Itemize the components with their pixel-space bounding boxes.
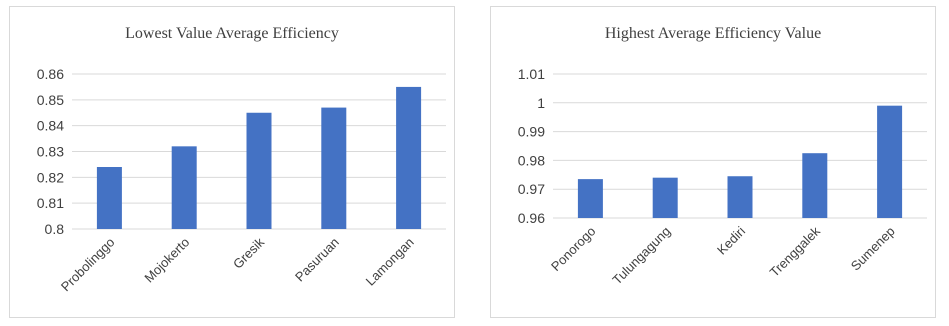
- chart-panel-lowest: Lowest Value Average Efficiency 0.8 0.81 0…: [9, 6, 455, 318]
- y-tick-label: 0.99: [518, 124, 545, 140]
- x-category-label: Mojokerto: [141, 235, 192, 286]
- y-tick-label: 0.81: [37, 195, 64, 211]
- y-tick-label: 0.82: [37, 169, 64, 185]
- x-category-label: Pasuruan: [292, 235, 342, 285]
- x-category-label: Trenggalek: [767, 223, 824, 280]
- bar-pasuruan: [321, 107, 347, 229]
- bar-lamongan: [396, 86, 422, 230]
- y-tick-label: 0.96: [518, 210, 545, 226]
- bar-mojokerto: [171, 146, 197, 229]
- y-tick-label: 0.97: [518, 181, 545, 197]
- y-tick-label: 0.86: [37, 66, 64, 82]
- chart-title: Lowest Value Average Efficiency: [125, 25, 339, 42]
- y-tick-label: 0.98: [518, 152, 545, 168]
- bar-tulungagung: [652, 177, 678, 218]
- chart-title: Highest Average Efficiency Value: [604, 25, 822, 42]
- bar-probolinggo: [96, 167, 122, 229]
- x-category-label: Ponorogo: [548, 224, 598, 274]
- bar-chart-highest: 0.96 0.97 0.98 0.99 1 1.01 Ponorogo Tulungagung…: [518, 66, 927, 288]
- bar-gresik: [246, 112, 272, 229]
- bar-ponorogo: [577, 179, 603, 218]
- y-tick-label: 1: [537, 95, 545, 111]
- x-category-label: Lamongan: [363, 235, 417, 289]
- y-tick-label: 0.85: [37, 92, 64, 108]
- x-category-label: Sumenep: [848, 224, 898, 274]
- y-tick-label: 0.84: [37, 118, 64, 134]
- x-category-label: Probolinggo: [58, 235, 118, 295]
- bar-kediri: [727, 176, 753, 218]
- y-tick-label: 0.83: [37, 144, 64, 160]
- bar-chart-lowest: 0.8 0.81 0.82 0.83 0.84 0.85 0.86 Probolinggo Mo…: [37, 66, 446, 295]
- chart-panel-highest: Highest Average Efficiency Value 0.96 0.9…: [490, 6, 936, 318]
- bar-trenggalek: [802, 153, 828, 218]
- x-category-label: Kediri: [714, 223, 748, 257]
- x-category-label: Gresik: [230, 234, 268, 272]
- x-category-label: Tulungagung: [609, 224, 673, 288]
- y-tick-label: 1.01: [518, 66, 545, 82]
- bar-sumenep: [877, 105, 903, 218]
- y-tick-label: 0.8: [45, 221, 65, 237]
